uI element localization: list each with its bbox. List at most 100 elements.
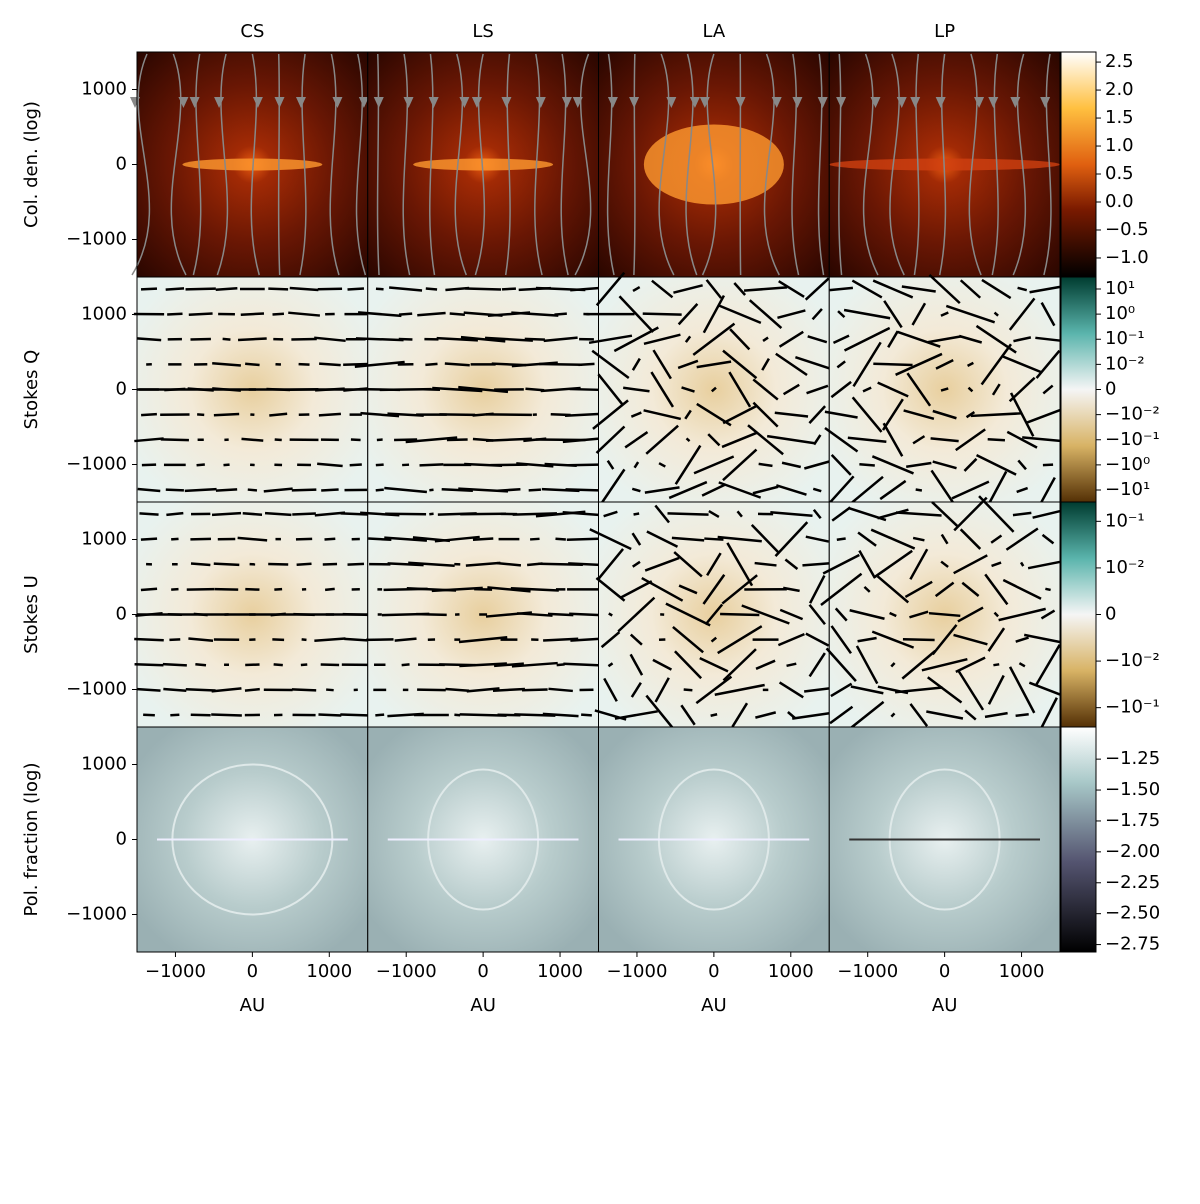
vector bbox=[376, 490, 384, 491]
vector bbox=[141, 414, 157, 415]
vector bbox=[486, 414, 532, 415]
colorbar bbox=[1061, 52, 1096, 277]
vector bbox=[450, 313, 465, 314]
vector bbox=[161, 439, 189, 440]
y-tick-label: −1000 bbox=[66, 679, 127, 700]
colorbar-tick-label: 10⁰ bbox=[1105, 303, 1135, 324]
colorbar bbox=[1061, 727, 1096, 952]
vector bbox=[416, 614, 447, 615]
row-label: Stokes Q bbox=[21, 350, 42, 430]
vector bbox=[268, 289, 288, 290]
vector bbox=[465, 289, 501, 290]
colorbar-tick-label: 0 bbox=[1105, 379, 1116, 400]
column-title: CS bbox=[240, 21, 264, 42]
colorbar bbox=[1061, 277, 1096, 502]
vector bbox=[502, 289, 516, 290]
vector bbox=[135, 664, 164, 665]
vector bbox=[988, 439, 1005, 440]
vector bbox=[539, 364, 582, 365]
x-tick-label: −1000 bbox=[145, 961, 206, 982]
vector bbox=[241, 314, 264, 315]
x-tick-label: 0 bbox=[477, 961, 488, 982]
vector bbox=[859, 464, 874, 465]
vector bbox=[169, 639, 180, 640]
vector bbox=[139, 513, 158, 514]
streamline bbox=[634, 54, 635, 275]
vector bbox=[474, 589, 492, 590]
vector bbox=[137, 689, 160, 691]
vector bbox=[530, 539, 539, 540]
colorbar-tick-label: −2.50 bbox=[1105, 903, 1160, 924]
y-tick-label: −1000 bbox=[66, 454, 127, 475]
column-title: LP bbox=[934, 21, 955, 42]
vector bbox=[684, 690, 693, 691]
x-tick-label: 1000 bbox=[537, 961, 583, 982]
y-tick-label: 0 bbox=[116, 604, 127, 625]
x-tick-label: −1000 bbox=[607, 961, 668, 982]
vector bbox=[245, 364, 259, 365]
vector bbox=[344, 639, 367, 640]
vector bbox=[187, 589, 215, 590]
x-tick-label: 1000 bbox=[768, 961, 814, 982]
vector bbox=[366, 639, 394, 640]
vector bbox=[522, 690, 548, 691]
x-tick-label: 0 bbox=[708, 961, 719, 982]
vector bbox=[993, 664, 999, 665]
vector bbox=[318, 714, 341, 715]
vector bbox=[292, 689, 316, 690]
vector bbox=[711, 714, 717, 716]
vector bbox=[191, 564, 210, 565]
vector bbox=[609, 614, 613, 616]
vector bbox=[197, 465, 205, 466]
colorbar-tick-label: 2.5 bbox=[1105, 51, 1134, 72]
vector bbox=[903, 639, 935, 640]
colorbar-tick-label: −1.0 bbox=[1105, 247, 1149, 268]
colorbar-tick-label: −10⁻¹ bbox=[1105, 697, 1160, 718]
y-tick-label: −1000 bbox=[66, 904, 127, 925]
vector bbox=[326, 690, 334, 691]
y-tick-label: −1000 bbox=[66, 229, 127, 250]
vector bbox=[873, 364, 912, 365]
vector bbox=[425, 364, 437, 365]
vector bbox=[417, 690, 446, 691]
colorbar-tick-label: −0.5 bbox=[1105, 219, 1149, 240]
colorbar-tick-label: 1.0 bbox=[1105, 135, 1134, 156]
vector bbox=[189, 314, 213, 315]
vector bbox=[141, 539, 157, 540]
vector bbox=[445, 689, 469, 691]
vector bbox=[186, 689, 216, 690]
vector bbox=[668, 513, 709, 514]
vector bbox=[1016, 714, 1029, 715]
vector bbox=[385, 514, 426, 515]
vector bbox=[634, 514, 640, 515]
vector bbox=[402, 664, 410, 665]
vector bbox=[376, 465, 384, 466]
x-axis-label: AU bbox=[701, 995, 727, 1016]
vector bbox=[498, 489, 521, 490]
x-tick-label: −1000 bbox=[376, 961, 437, 982]
vector bbox=[426, 289, 437, 290]
colorbar-tick-label: −2.25 bbox=[1105, 872, 1160, 893]
vector bbox=[837, 538, 846, 539]
vector bbox=[269, 414, 287, 416]
y-tick-label: 1000 bbox=[81, 754, 127, 775]
vector bbox=[214, 414, 239, 415]
vector bbox=[141, 289, 157, 290]
x-tick-label: 0 bbox=[247, 961, 258, 982]
colorbar-tick-label: 1.5 bbox=[1105, 107, 1134, 128]
y-tick-label: 0 bbox=[116, 154, 127, 175]
vector bbox=[399, 314, 412, 315]
vector bbox=[166, 288, 184, 289]
x-tick-label: 0 bbox=[939, 961, 950, 982]
vector bbox=[166, 513, 183, 515]
colorbar-tick-label: 10⁻¹ bbox=[1105, 328, 1145, 349]
colorbar-tick-label: −2.00 bbox=[1105, 841, 1160, 862]
vector bbox=[245, 689, 260, 690]
vector bbox=[238, 338, 267, 340]
vector bbox=[643, 314, 682, 315]
vector bbox=[439, 414, 475, 415]
colorbar-tick-label: 2.0 bbox=[1105, 79, 1134, 100]
vector bbox=[445, 363, 470, 365]
x-tick-label: 1000 bbox=[306, 961, 352, 982]
y-tick-label: 0 bbox=[116, 829, 127, 850]
